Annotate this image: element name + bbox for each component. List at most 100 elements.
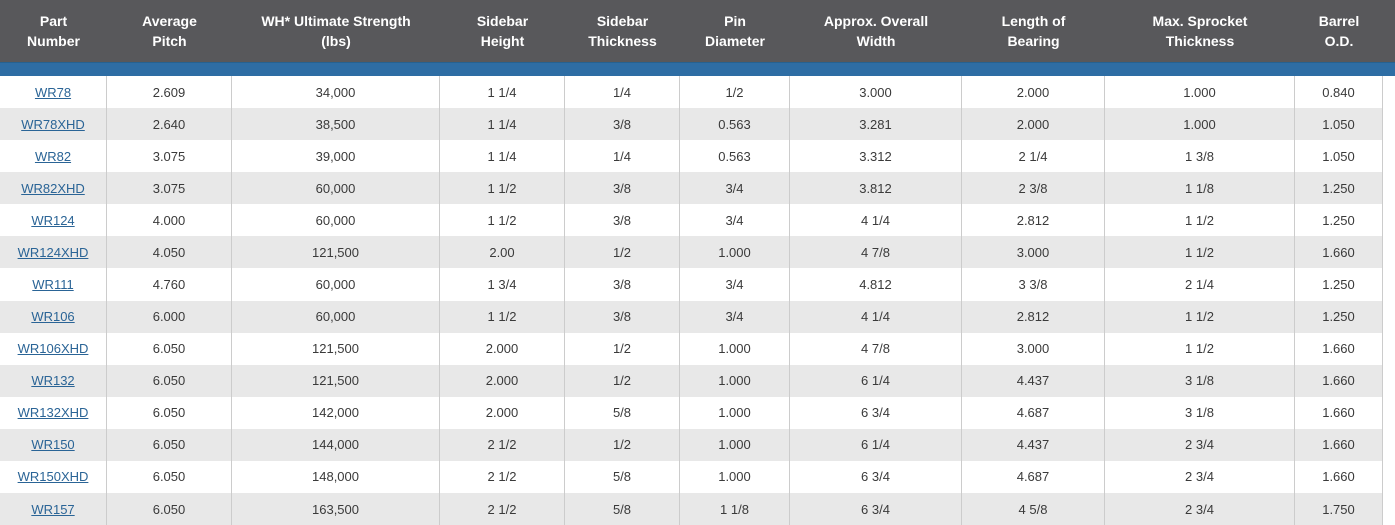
cell-average-pitch: 3.075	[107, 140, 232, 173]
cell-length-of-bearing: 2.000	[962, 76, 1105, 109]
part-number-link[interactable]: WR106	[31, 309, 75, 325]
cell-max-sprocket-thickness: 2 3/4	[1105, 460, 1295, 494]
cell-part-number: WR111	[0, 268, 107, 301]
cell-sidebar-height: 2 1/2	[440, 460, 565, 494]
part-number-link[interactable]: WR78	[34, 84, 72, 100]
cell-sidebar-thickness: 3/8	[565, 268, 680, 301]
column-header-max-sprocket-thickness: Max. Sprocket Thickness	[1152, 13, 1248, 49]
cell-ultimate-strength: 121,500	[232, 332, 440, 365]
cell-overall-width: 6 1/4	[790, 428, 962, 461]
table-row: WR124XHD 4.050 121,500 2.00 1/2 1.000 4 …	[0, 236, 1395, 269]
cell-barrel-od: 1.660	[1295, 428, 1383, 461]
cell-max-sprocket-thickness: 3 1/8	[1105, 364, 1295, 397]
cell-overall-width: 4.812	[790, 268, 962, 301]
cell-pin-diameter: 1.000	[680, 396, 790, 429]
cell-ultimate-strength: 60,000	[232, 300, 440, 333]
cell-average-pitch: 2.640	[107, 108, 232, 141]
cell-sidebar-thickness: 3/8	[565, 172, 680, 205]
part-number-link[interactable]: WR106XHD	[17, 341, 89, 357]
cell-part-number: WR132	[0, 364, 107, 397]
cell-part-number: WR106	[0, 300, 107, 333]
cell-sidebar-height: 1 1/4	[440, 140, 565, 173]
cell-sidebar-thickness: 3/8	[565, 300, 680, 333]
part-number-link[interactable]: WR150XHD	[17, 469, 89, 485]
cell-sidebar-thickness: 1/2	[565, 428, 680, 461]
cell-sidebar-height: 1 1/4	[440, 76, 565, 109]
part-number-link[interactable]: WR82	[34, 148, 72, 164]
cell-sidebar-thickness: 3/8	[565, 204, 680, 237]
cell-barrel-od: 1.250	[1295, 204, 1383, 237]
cell-overall-width: 6 3/4	[790, 460, 962, 494]
cell-barrel-od: 1.660	[1295, 460, 1383, 494]
cell-barrel-od: 1.660	[1295, 236, 1383, 269]
cell-part-number: WR132XHD	[0, 396, 107, 429]
cell-part-number: WR106XHD	[0, 332, 107, 365]
part-number-link[interactable]: WR157	[31, 501, 75, 517]
column-header-part-number: Part Number	[27, 13, 80, 49]
column-header-barrel-od: Barrel O.D.	[1318, 13, 1360, 49]
cell-average-pitch: 4.000	[107, 204, 232, 237]
cell-sidebar-thickness: 1/2	[565, 364, 680, 397]
right-gutter	[1383, 332, 1395, 365]
right-gutter	[1383, 396, 1395, 429]
right-gutter	[1383, 493, 1395, 525]
cell-length-of-bearing: 4.437	[962, 364, 1105, 397]
cell-pin-diameter: 1.000	[680, 428, 790, 461]
cell-length-of-bearing: 2 1/4	[962, 140, 1105, 173]
cell-overall-width: 3.312	[790, 140, 962, 173]
part-number-link[interactable]: WR124XHD	[17, 244, 89, 260]
cell-barrel-od: 1.660	[1295, 332, 1383, 365]
table-row: WR111 4.760 60,000 1 3/4 3/8 3/4 4.812 3…	[0, 268, 1395, 301]
cell-pin-diameter: 3/4	[680, 268, 790, 301]
cell-barrel-od: 1.250	[1295, 268, 1383, 301]
cell-pin-diameter: 1.000	[680, 364, 790, 397]
cell-sidebar-height: 1 1/2	[440, 172, 565, 205]
cell-overall-width: 4 1/4	[790, 300, 962, 333]
cell-max-sprocket-thickness: 2 1/4	[1105, 268, 1295, 301]
cell-length-of-bearing: 2.000	[962, 108, 1105, 141]
cell-sidebar-thickness: 1/4	[565, 76, 680, 109]
cell-ultimate-strength: 121,500	[232, 364, 440, 397]
cell-overall-width: 3.281	[790, 108, 962, 141]
cell-pin-diameter: 0.563	[680, 108, 790, 141]
part-number-link[interactable]: WR150	[31, 437, 75, 453]
table-row: WR106XHD 6.050 121,500 2.000 1/2 1.000 4…	[0, 332, 1395, 365]
cell-average-pitch: 6.050	[107, 332, 232, 365]
right-gutter	[1383, 428, 1395, 461]
part-number-link[interactable]: WR111	[32, 277, 74, 292]
accent-bar	[0, 62, 1395, 76]
cell-average-pitch: 6.050	[107, 428, 232, 461]
part-number-link[interactable]: WR132	[31, 373, 75, 389]
cell-overall-width: 4 7/8	[790, 236, 962, 269]
cell-part-number: WR78	[0, 76, 107, 109]
table-row: WR78 2.609 34,000 1 1/4 1/4 1/2 3.000 2.…	[0, 76, 1395, 109]
cell-pin-diameter: 3/4	[680, 172, 790, 205]
cell-sidebar-height: 2.000	[440, 364, 565, 397]
cell-sidebar-thickness: 5/8	[565, 460, 680, 494]
cell-sidebar-height: 2.000	[440, 332, 565, 365]
cell-average-pitch: 4.760	[107, 268, 232, 301]
column-header-ultimate-strength: WH* Ultimate Strength (lbs)	[261, 13, 411, 49]
table-row: WR150 6.050 144,000 2 1/2 1/2 1.000 6 1/…	[0, 428, 1395, 461]
cell-overall-width: 3.812	[790, 172, 962, 205]
cell-sidebar-height: 2 1/2	[440, 428, 565, 461]
cell-average-pitch: 6.050	[107, 396, 232, 429]
cell-ultimate-strength: 60,000	[232, 268, 440, 301]
part-number-link[interactable]: WR124	[31, 212, 75, 228]
cell-max-sprocket-thickness: 2 3/4	[1105, 428, 1295, 461]
cell-average-pitch: 6.000	[107, 300, 232, 333]
part-number-link[interactable]: WR78XHD	[21, 116, 85, 132]
cell-max-sprocket-thickness: 3 1/8	[1105, 396, 1295, 429]
cell-part-number: WR82XHD	[0, 172, 107, 205]
cell-ultimate-strength: 121,500	[232, 236, 440, 269]
cell-pin-diameter: 1.000	[680, 332, 790, 365]
cell-barrel-od: 1.050	[1295, 140, 1383, 173]
column-header-pin-diameter: Pin Diameter	[705, 13, 765, 49]
part-number-link[interactable]: WR132XHD	[17, 405, 89, 421]
cell-pin-diameter: 1/2	[680, 76, 790, 109]
table-row: WR82XHD 3.075 60,000 1 1/2 3/8 3/4 3.812…	[0, 172, 1395, 205]
part-number-link[interactable]: WR82XHD	[21, 180, 85, 196]
cell-barrel-od: 1.660	[1295, 364, 1383, 397]
cell-max-sprocket-thickness: 1.000	[1105, 108, 1295, 141]
cell-length-of-bearing: 3 3/8	[962, 268, 1105, 301]
